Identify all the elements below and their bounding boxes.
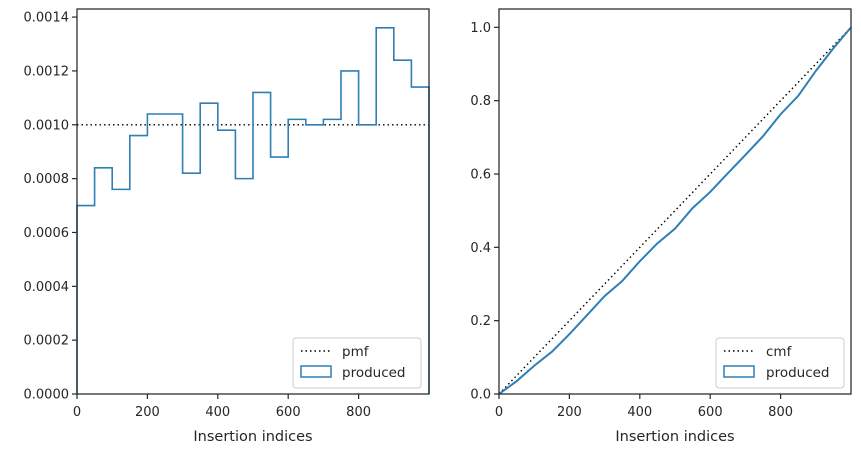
- right-panel: 0.0 0.2 0.4 0.6 0.8 1.0 0 200 400 600 800 Inserti…: [470, 8, 852, 445]
- x-tick-label: 600: [698, 405, 723, 420]
- x-tick-label: 800: [346, 405, 371, 420]
- y-tick-label: 0.0012: [24, 64, 70, 79]
- x-tick-label: 800: [768, 405, 793, 420]
- right-y-axis-ticks: 0.0 0.2 0.4 0.6 0.8 1.0: [470, 21, 499, 403]
- left-x-axis-ticks: 0 200 400 600 800: [73, 394, 371, 420]
- left-legend: pmf produced: [292, 337, 422, 389]
- y-tick-label: 0.0: [470, 388, 491, 403]
- cmf-reference-line: [498, 26, 852, 395]
- produced-histogram-step: [76, 27, 430, 394]
- right-x-axis-ticks: 0 200 400 600 800: [495, 394, 793, 420]
- x-tick-label: 0: [73, 405, 81, 420]
- y-tick-label: 0.6: [470, 168, 491, 183]
- legend-cmf-label: cmf: [766, 344, 793, 360]
- left-y-axis-ticks: 0.0000 0.0002 0.0004 0.0006 0.0008 0.0010 0.00…: [24, 11, 77, 403]
- right-x-axis-label: Insertion indices: [615, 429, 734, 445]
- y-tick-label: 0.0002: [24, 334, 70, 349]
- y-tick-label: 0.0010: [24, 118, 70, 133]
- x-tick-label: 200: [135, 405, 160, 420]
- x-tick-label: 400: [627, 405, 652, 420]
- y-tick-label: 0.4: [470, 241, 491, 256]
- y-tick-label: 0.8: [470, 94, 491, 109]
- left-x-axis-label: Insertion indices: [193, 429, 312, 445]
- y-tick-label: 0.0000: [24, 388, 70, 403]
- x-tick-label: 200: [557, 405, 582, 420]
- y-tick-label: 0.0006: [24, 226, 70, 241]
- x-tick-label: 400: [205, 405, 230, 420]
- y-tick-label: 0.0008: [24, 172, 70, 187]
- legend-produced-swatch: [300, 365, 332, 378]
- right-plot-frame: [498, 8, 852, 395]
- x-tick-label: 0: [495, 405, 503, 420]
- left-panel: 0.0000 0.0002 0.0004 0.0006 0.0008 0.0010 0.00…: [24, 8, 430, 445]
- right-legend: cmf produced: [715, 337, 845, 389]
- y-tick-label: 0.2: [470, 314, 491, 329]
- produced-cumulative-line: [498, 26, 852, 395]
- y-tick-label: 1.0: [470, 21, 491, 36]
- y-tick-label: 0.0014: [24, 11, 70, 26]
- legend-pmf-label: pmf: [342, 344, 370, 360]
- x-tick-label: 600: [276, 405, 301, 420]
- legend-produced-swatch: [723, 365, 755, 378]
- legend-produced-label: produced: [342, 365, 406, 381]
- y-tick-label: 0.0004: [24, 280, 70, 295]
- left-plot-frame: [76, 8, 430, 395]
- legend-produced-label: produced: [766, 365, 830, 381]
